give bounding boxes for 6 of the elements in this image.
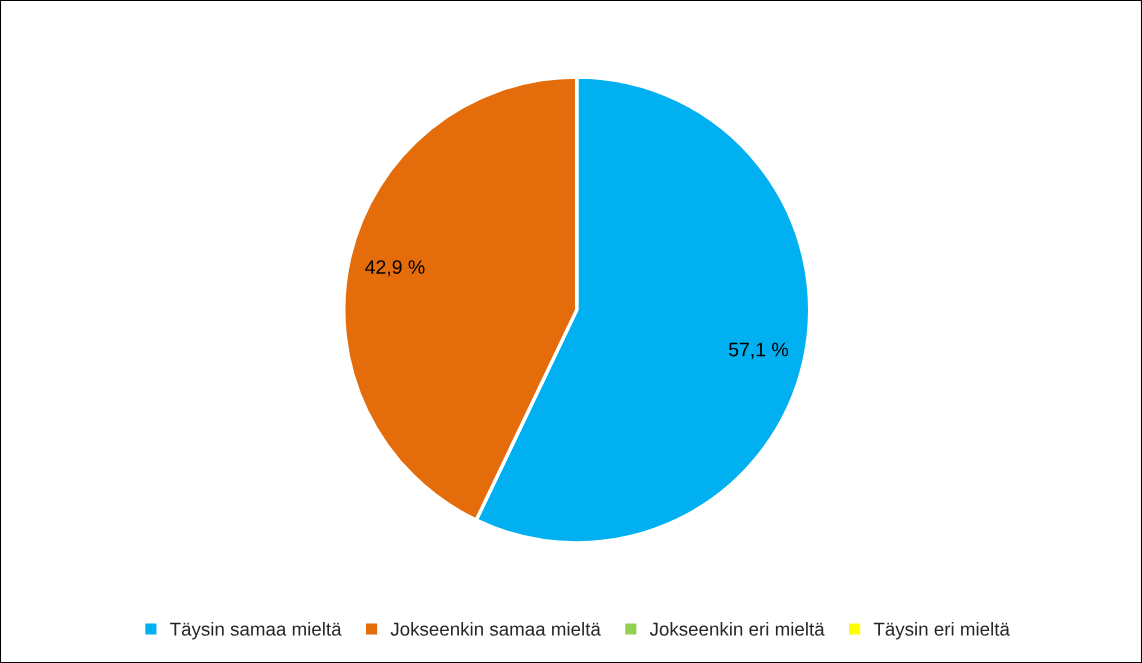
data-label: 42,9 % — [365, 260, 425, 277]
legend-label: Jokseenkin samaa mieltä — [390, 622, 601, 636]
legend-label: Täysin eri mieltä — [873, 622, 1010, 640]
legend-label: Täysin samaa mieltä — [170, 622, 342, 640]
data-label: 57,1 % — [728, 342, 789, 359]
legend-label: Jokseenkin eri mieltä — [649, 622, 825, 636]
